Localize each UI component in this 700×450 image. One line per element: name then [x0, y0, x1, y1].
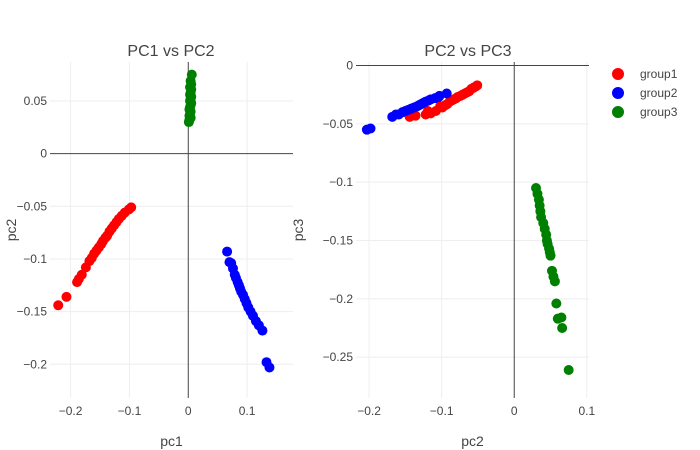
data-point[interactable]: [76, 269, 87, 280]
x-tick-label: −0.2: [59, 404, 83, 418]
data-point[interactable]: [557, 323, 568, 333]
y-tick-label: −0.2: [329, 292, 353, 306]
legend-label-group2: group2: [640, 86, 678, 100]
series-group1: [404, 80, 483, 122]
data-point[interactable]: [264, 362, 275, 373]
x-axis-label: pc1: [160, 433, 183, 449]
x-tick-label: 0: [185, 404, 192, 418]
data-point[interactable]: [549, 276, 560, 287]
x-tick-label: −0.2: [357, 404, 381, 418]
data-point[interactable]: [472, 80, 483, 91]
y-tick-label: −0.05: [323, 117, 354, 131]
x-tick-label: −0.1: [118, 404, 142, 418]
chart-title: PC1 vs PC2: [127, 43, 214, 60]
y-tick-label: −0.25: [323, 350, 354, 364]
subplot-2: −0.2 −0.1 0 0.1 −0.25 −0.2 −0.15 −0.1 −0.05 0 PC2 …: [290, 43, 595, 449]
y-tick-label: −0.1: [23, 252, 47, 266]
data-point[interactable]: [61, 291, 72, 302]
y-axis-label: pc3: [290, 219, 306, 242]
data-point[interactable]: [545, 250, 556, 261]
y-tick-label: −0.15: [17, 305, 48, 319]
x-tick-label: 0.1: [578, 404, 595, 418]
data-point[interactable]: [441, 88, 452, 99]
data-point[interactable]: [53, 300, 64, 311]
x-axis-label: pc2: [461, 433, 484, 449]
y-tick-label: −0.1: [329, 175, 353, 189]
chart-title: PC2 vs PC3: [424, 43, 511, 60]
data-point[interactable]: [126, 202, 137, 213]
x-tick-label: −0.1: [430, 404, 454, 418]
legend-item-group1[interactable]: group1: [612, 67, 678, 81]
legend[interactable]: group1 group2 group3: [612, 67, 678, 119]
data-point[interactable]: [563, 365, 574, 375]
x-tick-label: 0: [511, 404, 518, 418]
series-group3: [531, 183, 574, 375]
data-point[interactable]: [365, 123, 376, 134]
legend-label-group1: group1: [640, 67, 678, 81]
legend-marker-group2: [612, 87, 624, 99]
series-group2: [361, 88, 452, 135]
legend-marker-group3: [612, 106, 624, 118]
data-point[interactable]: [183, 117, 194, 128]
legend-label-group3: group3: [640, 105, 678, 119]
legend-item-group2[interactable]: group2: [612, 86, 678, 100]
data-point[interactable]: [551, 298, 562, 309]
data-point[interactable]: [556, 312, 567, 323]
y-tick-label: −0.05: [17, 199, 48, 213]
x-tick-label: 0.1: [239, 404, 256, 418]
data-point[interactable]: [222, 246, 233, 257]
legend-marker-group1: [612, 68, 624, 80]
y-tick-label: −0.2: [23, 357, 47, 371]
subplot-1: −0.2 −0.1 0 0.1 −0.2 −0.15 −0.1 −0.05 0 0.05 PC1 v…: [3, 43, 293, 449]
legend-item-group3[interactable]: group3: [612, 105, 678, 119]
y-tick-label: −0.15: [323, 234, 354, 248]
y-tick-label: 0.05: [24, 94, 48, 108]
y-axis-label: pc2: [3, 219, 19, 242]
series-group1: [53, 202, 137, 311]
y-tick-label: 0: [346, 59, 353, 73]
data-point[interactable]: [257, 325, 268, 336]
series-group3: [183, 69, 197, 128]
series-group2: [222, 246, 275, 373]
y-tick-label: 0: [40, 147, 47, 161]
